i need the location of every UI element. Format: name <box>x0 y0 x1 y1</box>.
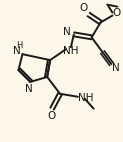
Text: NH: NH <box>63 46 79 56</box>
Text: O: O <box>80 3 88 13</box>
Text: H: H <box>16 41 23 50</box>
Text: O: O <box>112 8 121 18</box>
Text: N: N <box>113 63 120 73</box>
Text: N: N <box>63 27 71 37</box>
Text: N: N <box>24 84 32 94</box>
Text: N: N <box>13 46 20 56</box>
Text: NH: NH <box>78 93 93 103</box>
Text: O: O <box>47 111 55 121</box>
